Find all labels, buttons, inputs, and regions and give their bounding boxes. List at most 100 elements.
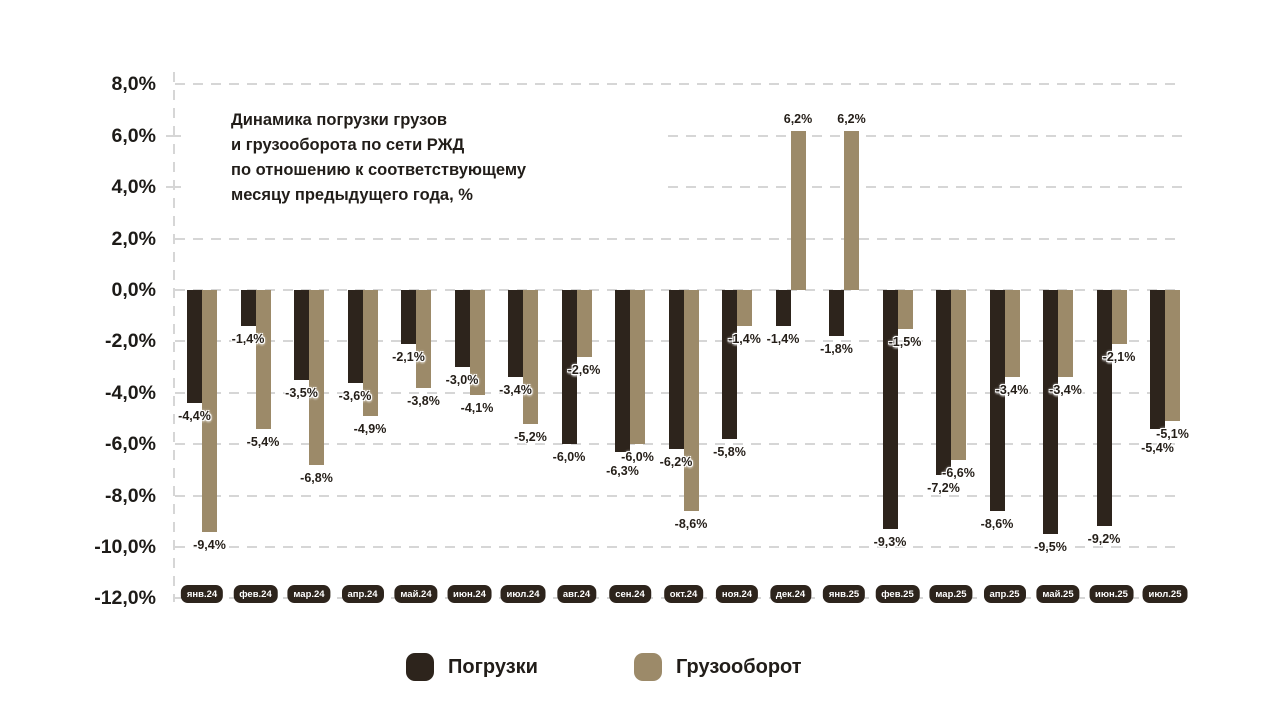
month-badge: мар.25 (929, 585, 973, 603)
bar-pogruzki (508, 290, 523, 378)
bar-pogruzki (775, 290, 791, 326)
legend-item-pogruzki: Погрузки (406, 653, 538, 681)
bar-gruzooborot (790, 130, 806, 290)
data-label-pogruzki: -5,8% (713, 445, 746, 460)
y-axis-tick-label: 8,0% (111, 73, 156, 96)
data-label-gruzooborot: -6,0% (621, 450, 654, 465)
month-badge: апр.25 (983, 585, 1026, 603)
bar-gruzooborot (416, 290, 431, 388)
data-label-gruzooborot: -9,4% (193, 537, 226, 552)
bar-pogruzki (187, 290, 202, 404)
data-label-pogruzki: -6,3% (606, 464, 639, 479)
bar-pogruzki (829, 290, 844, 337)
bar-pogruzki (722, 290, 737, 440)
month-badge: фев.24 (233, 585, 278, 603)
data-label-pogruzki: -3,6% (338, 388, 372, 403)
y-axis-tick-label: 2,0% (111, 227, 156, 250)
bar-pogruzki (936, 290, 951, 476)
y-axis-tick-label: 6,0% (111, 124, 156, 147)
bar-gruzooborot (737, 290, 752, 326)
month-badge: июл.25 (1142, 585, 1188, 603)
chart-legend: Погрузки Грузооборот (406, 653, 802, 681)
data-label-pogruzki: -3,4% (499, 383, 532, 398)
bar-gruzooborot (523, 290, 538, 424)
month-badge: мар.24 (287, 585, 331, 603)
gridline (175, 546, 1183, 548)
legend-swatch-gruzooborot (633, 653, 662, 681)
data-label-pogruzki: -3,0% (445, 373, 479, 388)
data-label-pogruzki: -1,8% (820, 342, 853, 357)
y-axis-tick-label: -10,0% (94, 536, 156, 558)
month-badge: сен.24 (609, 585, 651, 603)
data-label-pogruzki: -1,4% (766, 331, 800, 346)
data-label-gruzooborot: -1,4% (728, 331, 761, 346)
gridline-stub (166, 186, 181, 189)
bar-pogruzki (347, 290, 363, 383)
bar-gruzooborot (362, 290, 378, 416)
chart-title-line: по отношению к соответствующему (231, 161, 527, 179)
y-axis-tick-label: -2,0% (105, 330, 156, 353)
data-label-gruzooborot: 6,2% (837, 111, 866, 126)
y-axis-line (173, 72, 175, 602)
chart-title-line: месяцу предыдущего года, % (231, 186, 473, 204)
gridline-stub (166, 134, 181, 137)
data-label-gruzooborot: -1,5% (888, 334, 922, 349)
month-badge: июн.24 (447, 585, 492, 603)
data-label-gruzooborot: -4,9% (353, 421, 387, 436)
bar-gruzooborot (683, 290, 699, 512)
data-label-pogruzki: -6,0% (552, 450, 586, 465)
y-axis-tick-label: -12,0% (94, 587, 156, 610)
data-label-pogruzki: -5,4% (1141, 441, 1174, 456)
legend-label-pogruzki: Погрузки (448, 655, 538, 678)
month-badge: авг.24 (556, 585, 597, 603)
bar-gruzooborot (844, 130, 859, 290)
gridline (175, 494, 1183, 497)
data-label-pogruzki: -2,1% (392, 349, 425, 364)
bar-pogruzki (615, 290, 630, 452)
data-label-pogruzki: -7,2% (927, 481, 960, 496)
data-label-gruzooborot: -3,4% (995, 383, 1029, 398)
bar-gruzooborot (576, 290, 592, 357)
month-badge: май.24 (394, 585, 438, 603)
bar-pogruzki (1150, 290, 1165, 429)
bar-gruzooborot (951, 290, 966, 460)
gridline (175, 237, 1183, 240)
bar-pogruzki (294, 290, 309, 380)
y-axis-tick-label: -6,0% (105, 433, 156, 456)
month-badge: ноя.24 (715, 585, 759, 603)
bar-pogruzki (240, 290, 256, 326)
data-label-gruzooborot: -8,6% (674, 517, 708, 532)
data-label-pogruzki: -6,2% (659, 455, 693, 470)
month-badge: окт.24 (663, 585, 704, 603)
month-badge: дек.24 (769, 585, 812, 603)
y-axis-tick-label: 0,0% (111, 279, 156, 301)
gridline (668, 186, 1183, 189)
data-label-gruzooborot: -6,6% (942, 465, 975, 480)
data-label-pogruzki: -9,3% (873, 535, 907, 549)
bar-pogruzki (1096, 290, 1112, 527)
bar-pogruzki (882, 290, 898, 529)
data-label-gruzooborot: -5,1% (1156, 427, 1189, 442)
bar-pogruzki (668, 290, 684, 450)
month-badge: янв.24 (180, 585, 224, 603)
data-label-gruzooborot: -6,8% (300, 470, 333, 485)
data-label-pogruzki: -9,5% (1034, 540, 1067, 555)
month-badge: июл.24 (500, 585, 546, 603)
data-label-pogruzki: -9,2% (1087, 532, 1121, 547)
legend-swatch-pogruzki (406, 653, 434, 681)
bar-gruzooborot (897, 290, 913, 329)
bar-gruzooborot (202, 290, 217, 532)
month-badge: апр.24 (341, 585, 384, 603)
data-label-pogruzki: -3,5% (285, 385, 318, 400)
data-label-pogruzki: -1,4% (231, 331, 265, 346)
month-badge: янв.25 (822, 585, 866, 603)
y-axis-tick-label: -8,0% (105, 484, 156, 507)
bar-gruzooborot (255, 290, 271, 429)
bar-gruzooborot (1111, 290, 1127, 344)
bar-gruzooborot (1165, 290, 1180, 422)
month-badge: май.25 (1036, 585, 1080, 603)
bar-pogruzki (1043, 290, 1058, 535)
chart-title: Динамика погрузки грузов и грузооборота … (231, 108, 526, 208)
